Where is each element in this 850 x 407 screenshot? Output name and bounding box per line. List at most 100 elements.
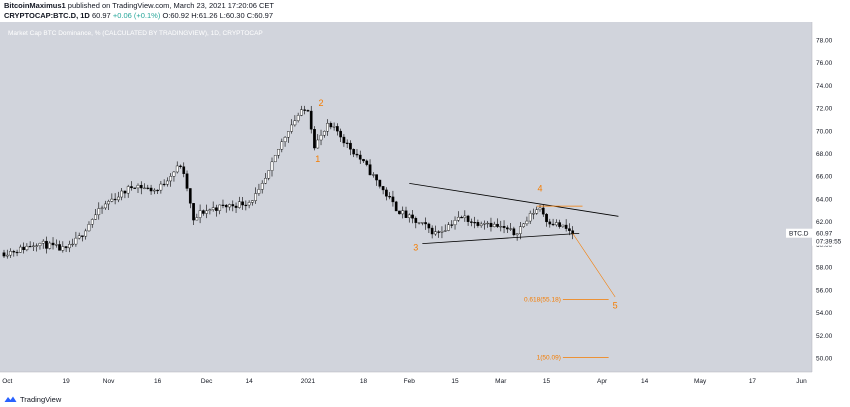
candle-body: [286, 131, 290, 138]
candle-body: [398, 210, 401, 215]
candle-body: [496, 223, 499, 227]
candle-body: [332, 126, 336, 128]
candle-body: [541, 207, 545, 215]
candle-body: [326, 123, 329, 132]
candle-body: [385, 189, 388, 197]
candle-body: [519, 226, 522, 234]
candle-body: [257, 189, 261, 194]
candle-body: [224, 204, 228, 208]
candle-body: [296, 115, 300, 121]
candle-body: [97, 208, 101, 216]
current-symbol-box: [786, 228, 812, 238]
x-tick-label: 15: [451, 378, 459, 385]
x-tick-label: 16: [154, 378, 162, 385]
price-scale-background[interactable]: [812, 22, 850, 392]
candle-body: [420, 222, 424, 224]
candle-body: [525, 220, 529, 225]
candle-body: [192, 203, 195, 221]
candle-body: [277, 149, 280, 156]
candle-body: [309, 110, 313, 130]
candle-body: [404, 210, 408, 218]
candle-body: [146, 187, 150, 189]
candle-body: [489, 222, 493, 228]
candle-body: [437, 231, 441, 233]
time-scale-background[interactable]: [0, 372, 812, 392]
candle-body: [561, 224, 565, 227]
current-price-box: [812, 228, 850, 246]
candle-body: [221, 204, 225, 206]
fib-level-label: 0.618(55.18): [524, 297, 561, 304]
x-tick-label: Nov: [103, 378, 115, 385]
candle-body: [463, 215, 467, 219]
candle-body: [362, 159, 365, 162]
y-tick-label: 66.00: [816, 174, 833, 181]
candle-body: [375, 174, 378, 181]
candle-body: [54, 244, 58, 246]
candle-body: [456, 216, 460, 221]
candle-body: [290, 124, 293, 132]
candle-body: [143, 187, 146, 189]
candle-body: [185, 173, 189, 189]
candle-body: [381, 186, 385, 191]
candle-body: [182, 166, 186, 174]
footer: TradingView: [0, 391, 850, 407]
candle-body: [313, 129, 316, 149]
x-tick-label: 18: [360, 378, 368, 385]
y-tick-label: 54.00: [816, 310, 833, 317]
candle-body: [273, 155, 277, 163]
high-value: H:61.26: [191, 11, 218, 20]
chart-area[interactable]: Market Cap BTC Dominance, % (CALCULATED …: [0, 22, 850, 392]
candle-body: [77, 235, 81, 239]
candle-body: [175, 165, 179, 173]
candle-body: [512, 228, 516, 236]
y-tick-label: 56.00: [816, 287, 833, 294]
candle-body: [231, 204, 235, 207]
candle-body: [355, 153, 359, 156]
candle-body: [251, 200, 254, 203]
candle-body: [447, 224, 450, 231]
candle-body: [123, 190, 127, 194]
low-value: L:60.30: [219, 11, 245, 20]
candle-body: [195, 217, 199, 221]
candle-body: [254, 193, 258, 201]
candle-body: [339, 130, 342, 138]
y-tick-label: 62.00: [816, 219, 833, 226]
x-tick-label: Dec: [201, 378, 213, 385]
candle-body: [558, 222, 561, 227]
brand-name[interactable]: TradingView: [20, 394, 62, 404]
candle-body: [117, 196, 120, 201]
candle-body: [479, 223, 483, 226]
candle-body: [505, 227, 509, 230]
chart-header: BitcoinMaximus1 published on TradingView…: [0, 0, 850, 22]
candle-body: [411, 214, 414, 219]
y-tick-label: 76.00: [816, 60, 833, 67]
candle-body: [434, 231, 437, 235]
x-tick-label: Mar: [495, 378, 507, 385]
x-tick-label: Jun: [796, 378, 807, 385]
candle-body: [172, 171, 176, 177]
candle-body: [156, 189, 159, 192]
candle-body: [126, 186, 130, 194]
candle-body: [133, 187, 137, 189]
candle-body: [87, 224, 91, 232]
candle-body: [316, 139, 320, 149]
author-name[interactable]: BitcoinMaximus1: [4, 1, 66, 10]
candle-body: [394, 201, 398, 212]
candle-body: [215, 207, 218, 211]
candlestick-chart[interactable]: Market Cap BTC Dominance, % (CALCULATED …: [0, 22, 850, 392]
candle-body: [270, 161, 274, 171]
candle-body: [545, 213, 548, 223]
symbol-label[interactable]: CRYPTOCAP:BTC.D, 1D: [4, 11, 90, 20]
candle-body: [179, 165, 182, 167]
candle-body: [300, 109, 303, 116]
y-tick-label: 70.00: [816, 128, 833, 135]
candle-body: [267, 170, 271, 179]
x-tick-label: Feb: [404, 378, 416, 385]
close-value: C:60.97: [246, 11, 273, 20]
candle-body: [303, 109, 307, 111]
candle-body: [548, 221, 552, 225]
candle-body: [322, 130, 326, 136]
bar-countdown: 07:39:55: [816, 239, 842, 246]
candle-body: [443, 230, 447, 232]
